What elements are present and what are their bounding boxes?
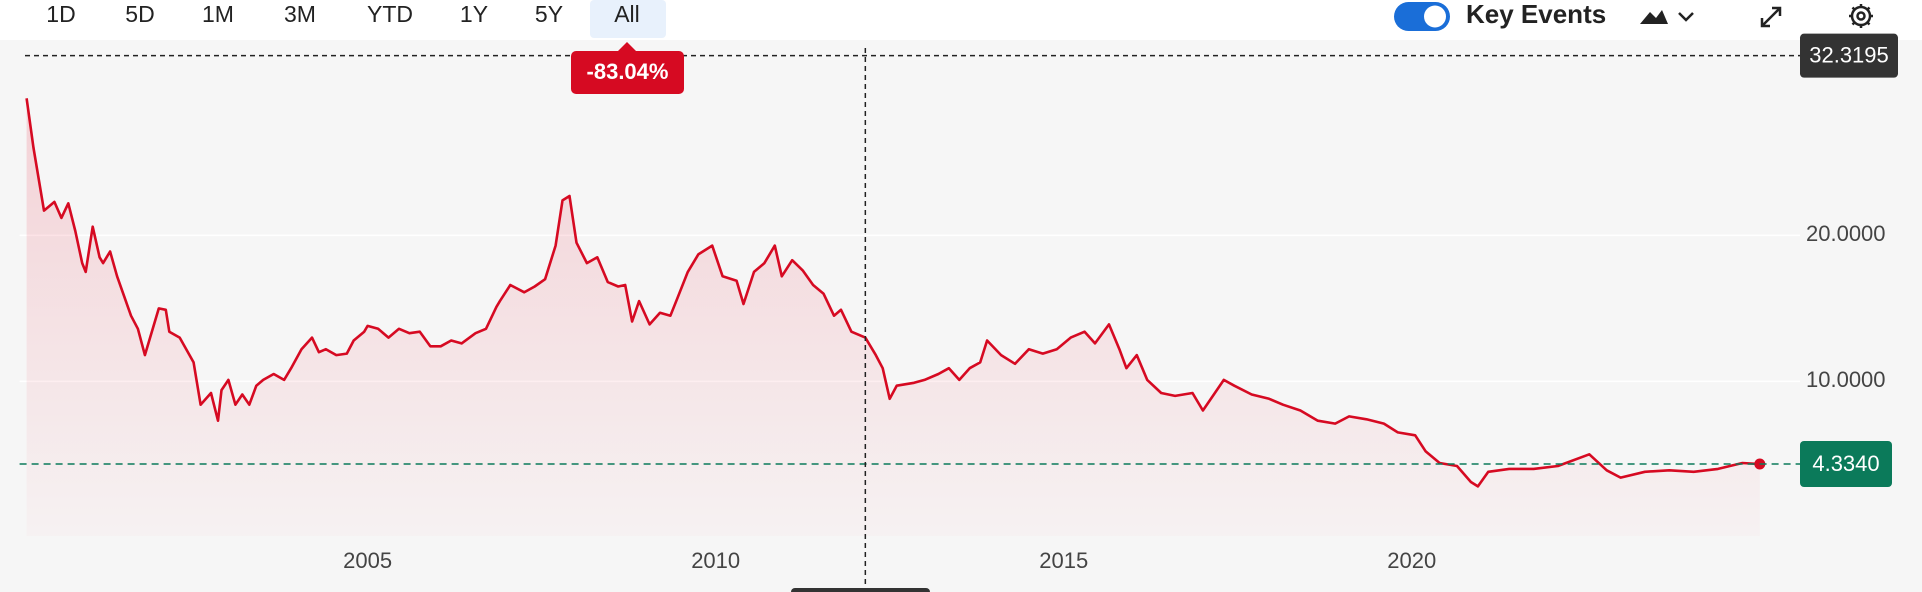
change-badge (571, 51, 684, 94)
expand-icon[interactable] (1760, 6, 1782, 28)
change-badge-label: -83.04% (587, 59, 669, 84)
range-button[interactable]: 1M (202, 1, 234, 27)
chart-type-icon[interactable] (1640, 10, 1668, 24)
range-button[interactable]: YTD (367, 1, 413, 27)
price-line (25, 98, 1760, 488)
dropdown-caret[interactable] (1678, 12, 1694, 22)
key-events-label[interactable]: Key Events (1466, 0, 1606, 29)
change-badge-pointer (617, 42, 637, 52)
range-button[interactable]: 3M (284, 1, 316, 27)
range-button[interactable]: All (614, 1, 640, 27)
range-button[interactable]: 5Y (535, 1, 563, 27)
selected-range-background (590, 0, 666, 38)
price-area (26, 98, 1760, 537)
last-price-tag (1800, 441, 1892, 488)
crosshair-value-label: 32.3195 (1809, 42, 1889, 67)
range-button[interactable]: 1Y (460, 1, 488, 27)
y-tick-label: 20.0000 (1806, 221, 1886, 246)
crosshair-date-tag (791, 588, 930, 592)
toolbar-background (0, 0, 1922, 40)
settings-icon[interactable] (1849, 4, 1873, 28)
x-tick-label: 2015 (1039, 548, 1088, 573)
y-tick-label: 10.0000 (1806, 367, 1886, 392)
x-tick-label: 2010 (691, 548, 740, 573)
x-tick-label: 2005 (343, 548, 392, 573)
crosshair-value-tag (1800, 33, 1898, 78)
x-tick-label: 2020 (1387, 548, 1436, 573)
last-price-label: 4.3340 (1812, 451, 1879, 476)
range-button[interactable]: 5D (125, 1, 154, 27)
range-button[interactable]: 1D (46, 1, 75, 27)
toggle-knob (1424, 5, 1446, 28)
